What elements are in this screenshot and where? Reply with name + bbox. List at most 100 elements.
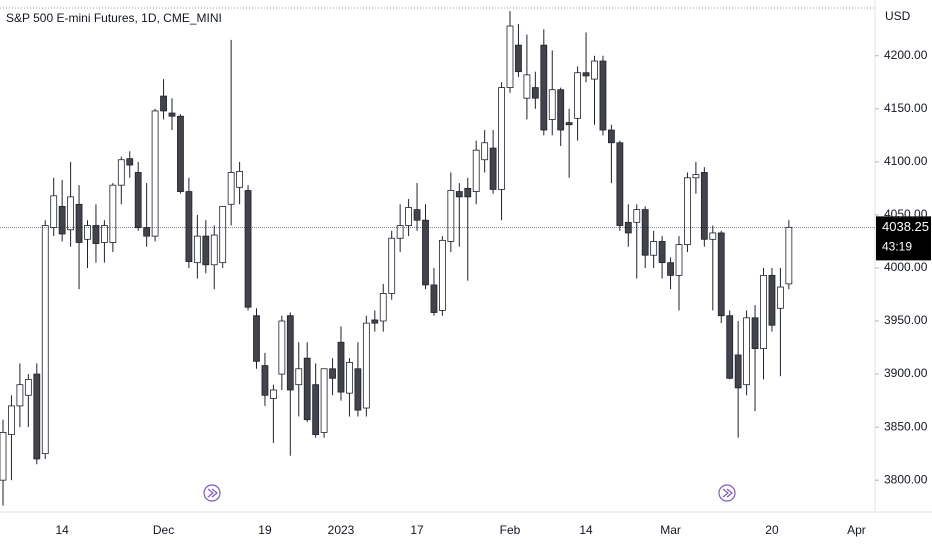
candle-body — [523, 74, 531, 99]
candle-body — [303, 357, 311, 421]
event-icon[interactable] — [718, 484, 736, 502]
candle-body — [253, 315, 260, 362]
candle-body — [346, 361, 353, 394]
candle-body — [481, 142, 489, 161]
y-tick-label: 3850.00 — [884, 419, 928, 433]
candle-body — [734, 354, 742, 389]
currency-label: USD — [885, 9, 911, 23]
candle-body — [160, 95, 167, 112]
x-tick-label: 19 — [258, 523, 272, 537]
candle-body — [117, 159, 125, 186]
candle-body — [33, 373, 41, 460]
candle-body — [67, 196, 74, 231]
candle-body — [320, 368, 328, 433]
candle-body — [227, 172, 235, 205]
candle-body — [286, 315, 294, 391]
candle-body — [210, 234, 218, 266]
candle-body — [422, 219, 429, 286]
last-price-label: 4038.25 — [882, 219, 929, 234]
candle-body — [8, 405, 15, 435]
x-tick-label: 14 — [55, 523, 69, 537]
candle-body — [557, 89, 565, 131]
y-tick-label: 3950.00 — [884, 313, 928, 327]
candle-body — [261, 365, 269, 396]
candle-body — [92, 225, 100, 244]
y-tick-label: 3800.00 — [884, 472, 928, 486]
candle-body — [295, 368, 303, 386]
x-tick-label: 14 — [579, 523, 593, 537]
candle-body — [177, 115, 184, 192]
y-tick-label: 4200.00 — [884, 48, 928, 62]
candle-body — [565, 122, 573, 126]
candle-body — [371, 319, 379, 324]
candle-body — [388, 237, 396, 294]
candle-body — [540, 44, 548, 131]
candle-body — [464, 187, 472, 198]
candle-body — [760, 274, 767, 349]
candle-body — [531, 87, 539, 99]
candle-body — [362, 322, 370, 409]
candle-body — [616, 142, 624, 226]
candle-body — [24, 378, 32, 396]
chart-title: S&P 500 E-mini Futures, 1D, CME_MINI — [6, 11, 222, 25]
candle-body — [109, 184, 117, 243]
candle-body — [751, 317, 759, 349]
x-tick-label: Dec — [153, 523, 174, 537]
candle-body — [438, 239, 446, 311]
candle-body — [269, 389, 277, 399]
y-tick-label: 4100.00 — [884, 154, 928, 168]
candle-body — [84, 225, 91, 240]
candle-body — [413, 209, 421, 221]
x-tick-label: 17 — [410, 523, 424, 537]
candle-body — [185, 191, 193, 262]
x-tick-label: 2023 — [328, 523, 355, 537]
overlay: 4038.25 43:19 — [0, 216, 931, 261]
y-tick-label: 3900.00 — [884, 366, 928, 380]
candle-body — [193, 235, 201, 264]
x-tick-label: Feb — [500, 523, 521, 537]
candle-body — [608, 129, 615, 144]
candle-body — [244, 190, 252, 308]
y-tick-label: 4150.00 — [884, 101, 928, 115]
candle-body — [219, 206, 227, 264]
candle-body — [151, 110, 159, 237]
candle-body — [684, 177, 691, 246]
candle-body — [777, 286, 784, 309]
candle-body — [548, 89, 556, 120]
candle-body — [312, 384, 320, 435]
candle-body — [667, 262, 674, 276]
x-tick-label: Mar — [660, 523, 681, 537]
candle-body — [591, 60, 598, 80]
candle-body — [278, 320, 286, 375]
candle-body — [472, 149, 480, 192]
candle-body — [717, 232, 725, 317]
y-tick-label: 4050.00 — [884, 207, 928, 221]
last-price-box — [876, 216, 931, 261]
candle-body — [58, 206, 66, 235]
candle-body — [489, 147, 497, 190]
candle-body — [143, 227, 151, 237]
candle-body — [675, 244, 683, 276]
candle-body — [574, 72, 581, 119]
event-icon[interactable] — [203, 484, 221, 502]
candle-body — [430, 284, 438, 313]
candle-body — [768, 274, 776, 326]
candle-body — [692, 174, 700, 179]
candle-body — [101, 225, 108, 243]
candle-body — [236, 171, 244, 188]
candle-body — [506, 25, 514, 88]
candle-body — [455, 191, 463, 198]
candle-body — [582, 72, 590, 77]
candle-body — [785, 226, 793, 285]
x-tick-label: 20 — [765, 523, 779, 537]
candle-body — [126, 158, 134, 166]
candle-body — [75, 203, 83, 243]
candle-body — [447, 190, 455, 242]
candle-body — [329, 368, 336, 379]
candle-body — [337, 341, 345, 393]
candle-body — [641, 209, 649, 256]
candle-body — [405, 207, 413, 226]
candle-body — [515, 44, 522, 73]
